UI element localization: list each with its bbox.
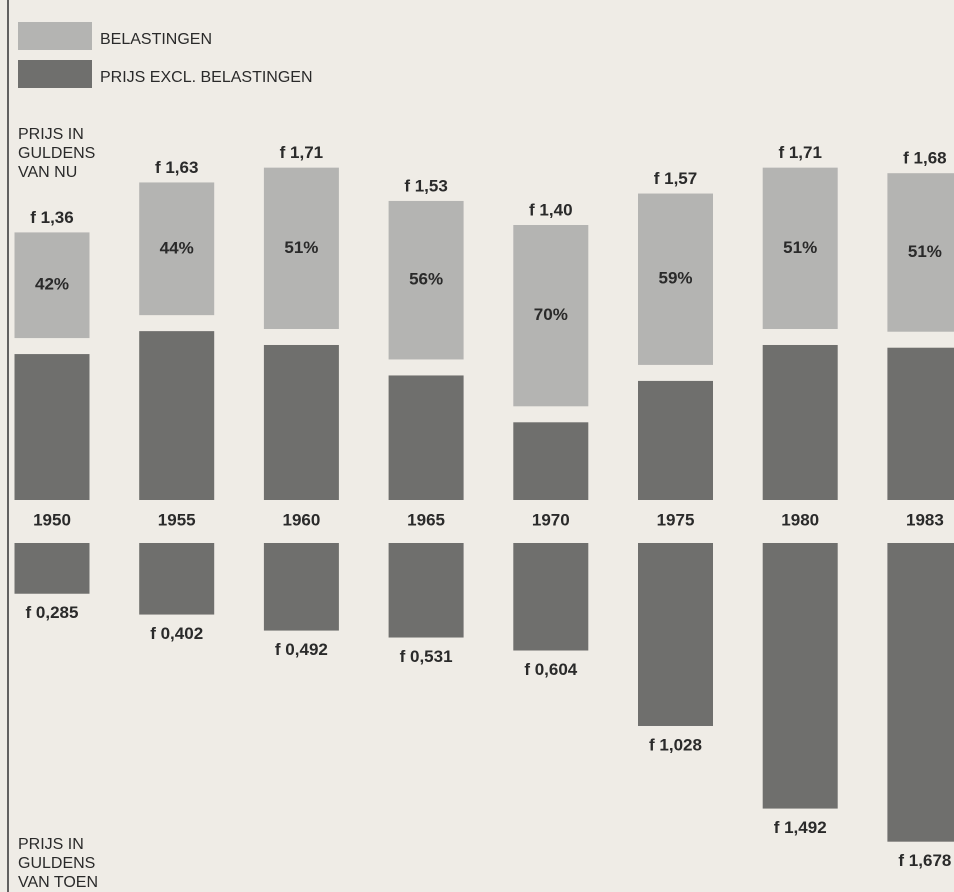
year-label: 1970 [532, 510, 570, 529]
bar-excl-tax [263, 344, 339, 500]
year-label: 1983 [906, 510, 944, 529]
total-label: f 1,40 [529, 200, 572, 219]
bar-then [388, 543, 464, 638]
bar-excl-tax [638, 380, 713, 500]
bar-tax [263, 167, 339, 329]
legend-swatch [18, 60, 92, 88]
axis-label: PRIJS IN [18, 836, 84, 853]
year-label: 1975 [657, 510, 695, 529]
share-label: 59% [658, 269, 692, 288]
bar-then [513, 543, 589, 651]
legend-text: PRIJS EXCL. BELASTINGEN [100, 69, 313, 86]
total-label: f 1,68 [903, 149, 946, 168]
bar-tax [513, 225, 589, 407]
bar-excl-tax [139, 331, 215, 500]
bar-excl-tax [513, 422, 589, 500]
year-label: 1960 [282, 510, 320, 529]
bar-then [887, 543, 954, 842]
year-label: 1965 [407, 510, 445, 529]
legend-text: BELASTINGEN [100, 31, 212, 48]
share-label: 44% [160, 238, 194, 257]
bar-then [14, 543, 90, 594]
axis-label: VAN NU [18, 164, 77, 181]
total-label: f 1,63 [155, 158, 198, 177]
bar-excl-tax [388, 375, 464, 500]
total-label: f 1,71 [280, 143, 323, 162]
axis-label: GULDENS [18, 855, 95, 872]
total-label: f 1,36 [30, 208, 73, 227]
legend-swatch [18, 22, 92, 50]
bar-tax [14, 232, 90, 339]
bar-excl-tax [762, 344, 838, 500]
share-label: 51% [284, 238, 318, 257]
then-label: f 0,492 [275, 640, 328, 659]
share-label: 51% [908, 242, 942, 261]
bar-tax [638, 193, 713, 365]
bar-tax [139, 182, 215, 316]
then-label: f 0,531 [400, 647, 453, 666]
then-label: f 0,604 [524, 660, 577, 679]
bar-then [263, 543, 339, 631]
then-label: f 1,678 [898, 851, 951, 870]
axis-label: VAN TOEN [18, 874, 98, 891]
bar-tax [887, 173, 954, 332]
bar-then [139, 543, 215, 615]
then-label: f 0,402 [150, 624, 203, 643]
then-label: f 1,492 [774, 818, 827, 837]
bar-tax [388, 200, 464, 360]
share-label: 56% [409, 270, 443, 289]
year-label: 1955 [158, 510, 196, 529]
axis-label: PRIJS IN [18, 126, 84, 143]
bar-excl-tax [887, 347, 954, 500]
share-label: 42% [35, 275, 69, 294]
year-label: 1950 [33, 510, 71, 529]
axis-label: GULDENS [18, 145, 95, 162]
share-label: 70% [534, 305, 568, 324]
year-label: 1980 [781, 510, 819, 529]
bar-excl-tax [14, 354, 90, 500]
total-label: f 1,71 [778, 143, 821, 162]
bar-then [638, 543, 713, 726]
bar-tax [762, 167, 838, 329]
bar-then [762, 543, 838, 809]
share-label: 51% [783, 238, 817, 257]
then-label: f 0,285 [26, 603, 79, 622]
total-label: f 1,53 [404, 176, 447, 195]
total-label: f 1,57 [654, 169, 697, 188]
then-label: f 1,028 [649, 735, 702, 754]
